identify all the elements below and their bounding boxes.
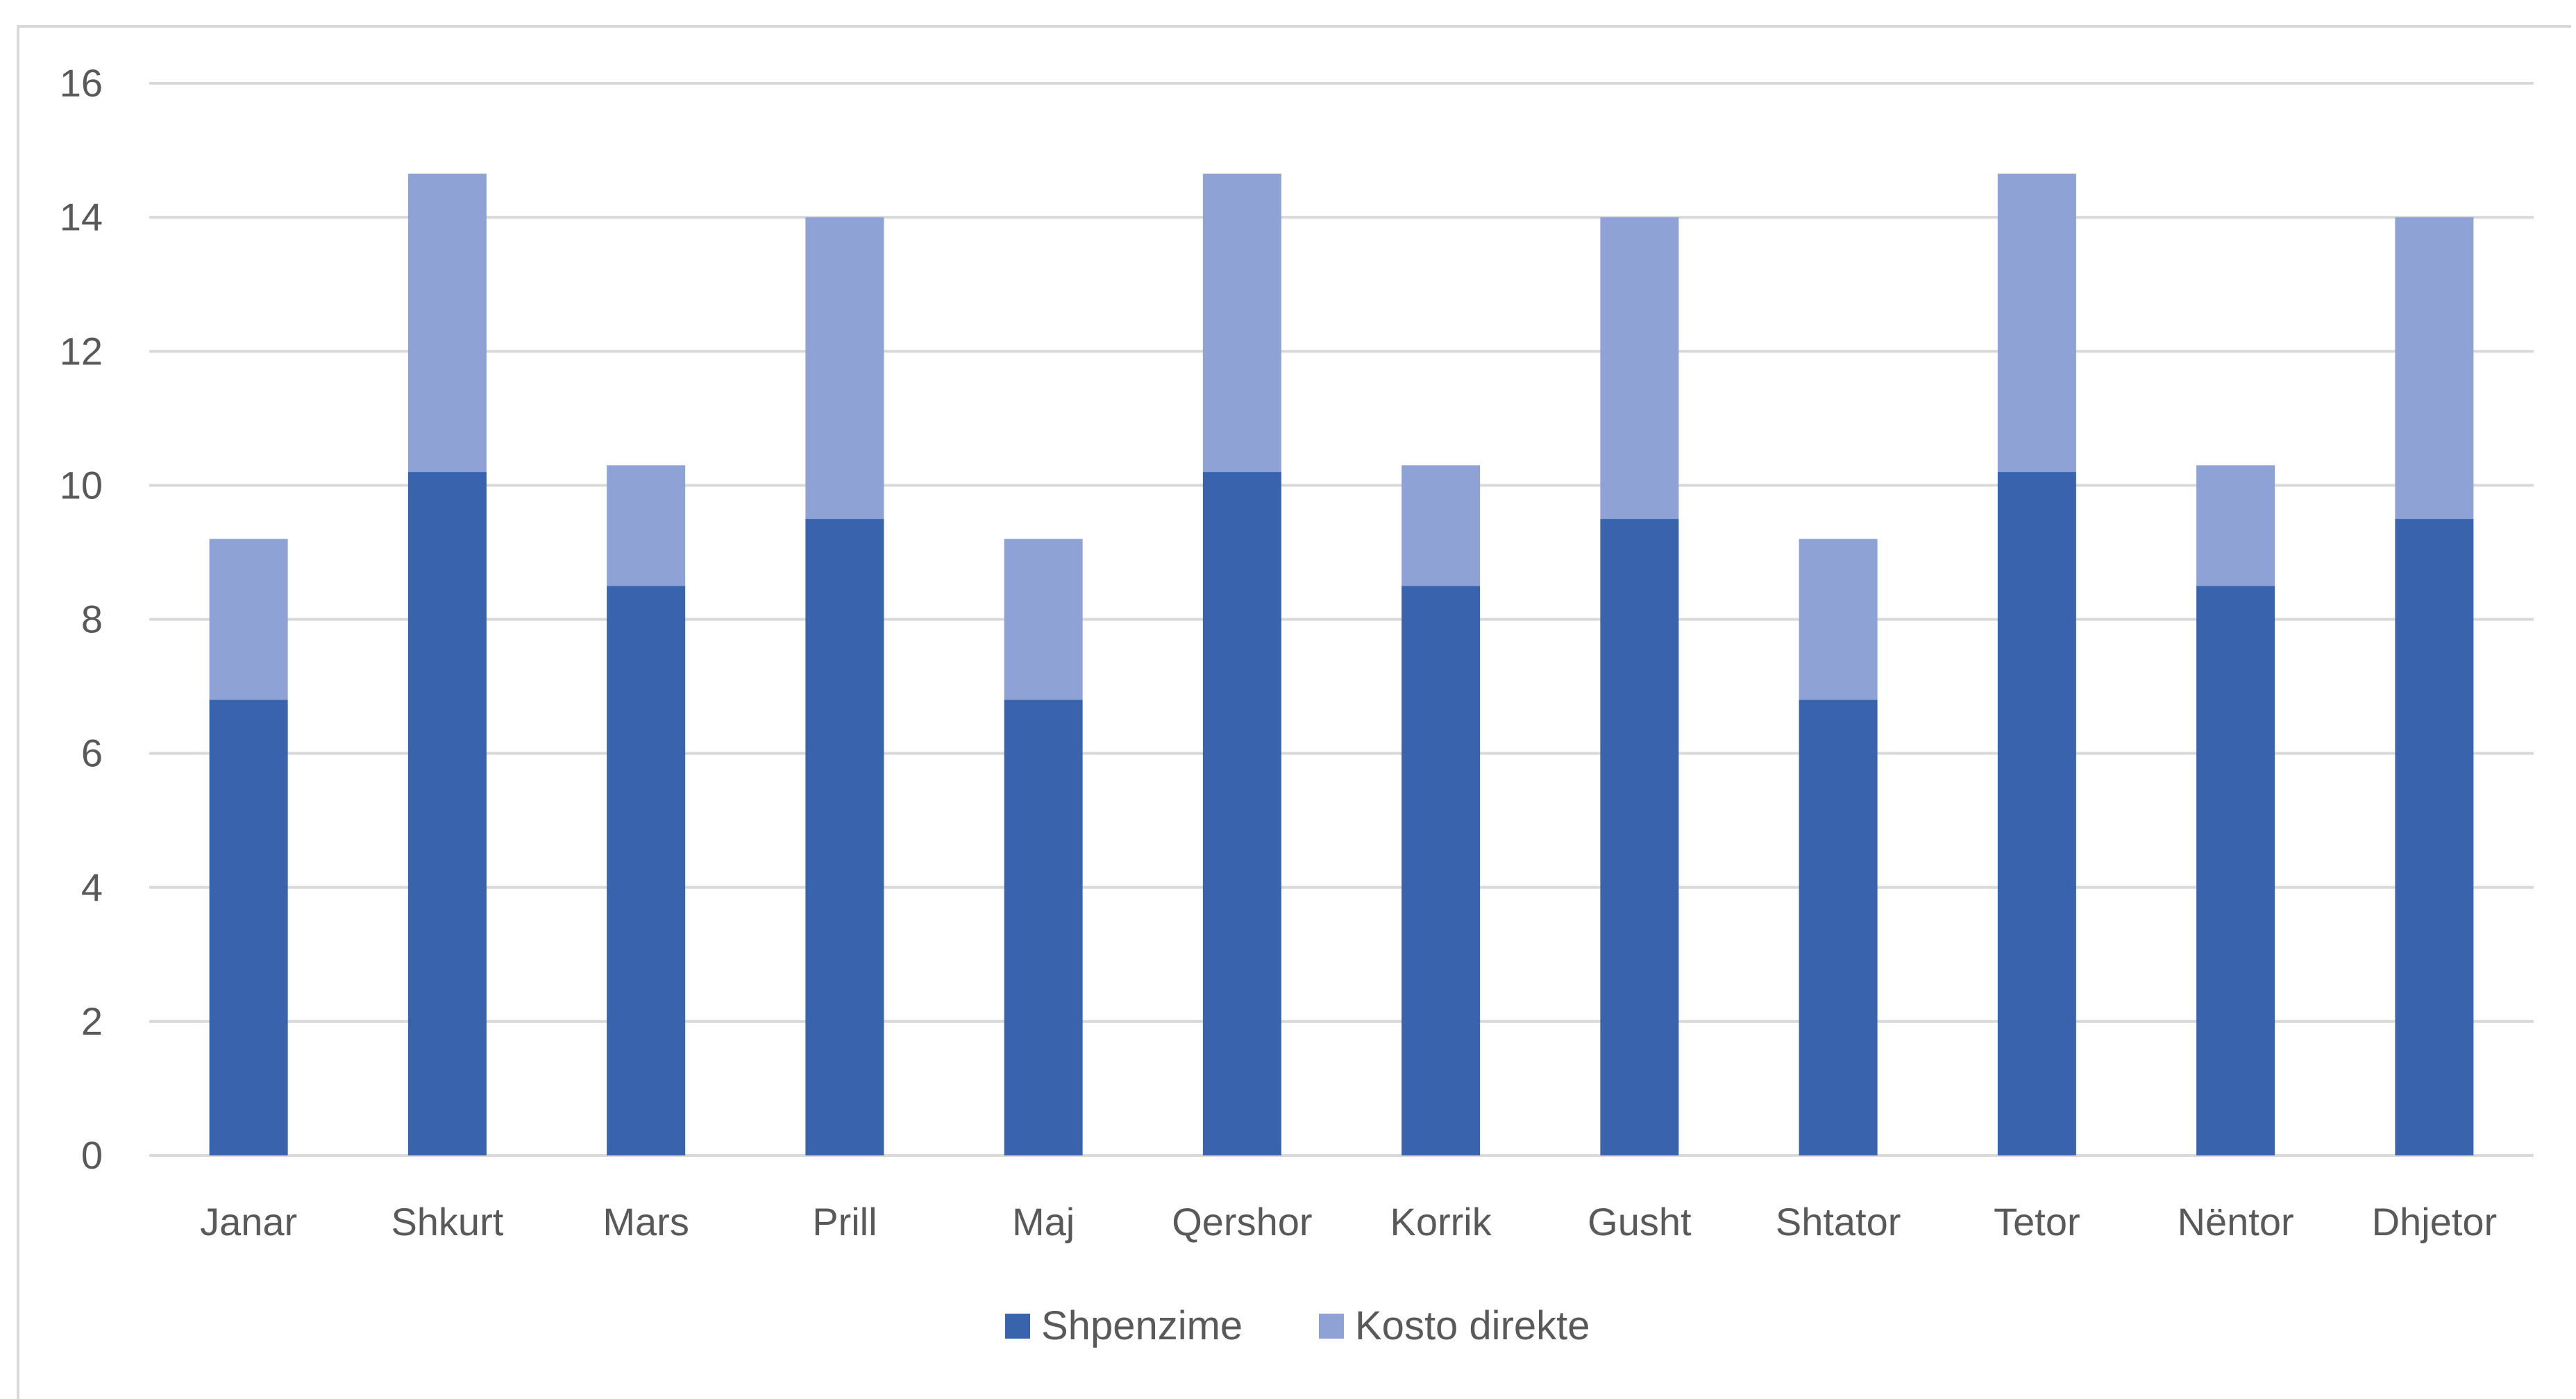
y-tick-label: 0 [81, 1133, 103, 1177]
bar-shpenzime-6 [1401, 586, 1481, 1155]
bar-kosto-direkte-1 [407, 173, 487, 473]
x-category-label: Qershor [1172, 1200, 1312, 1244]
y-tick-label: 16 [60, 61, 103, 105]
bar-shpenzime-2 [607, 586, 686, 1155]
bars [209, 173, 2474, 1155]
bar-shpenzime-7 [1600, 518, 1679, 1155]
bar-kosto-direkte-9 [1997, 173, 2076, 473]
x-category-label: Prill [812, 1200, 877, 1244]
y-tick-label: 8 [81, 597, 103, 641]
x-category-label: Maj [1012, 1200, 1075, 1244]
y-tick-label: 2 [81, 999, 103, 1043]
bar-kosto-direkte-7 [1600, 217, 1679, 519]
bar-shpenzime-5 [1202, 472, 1281, 1155]
bar-shpenzime-0 [209, 700, 288, 1155]
y-tick-label: 10 [60, 463, 103, 507]
y-tick-label: 14 [60, 195, 103, 239]
bar-kosto-direkte-11 [2395, 217, 2474, 519]
x-category-label: Janar [200, 1200, 297, 1244]
bar-kosto-direkte-6 [1401, 465, 1481, 586]
legend-label-0: Shpenzime [1041, 1303, 1243, 1348]
y-axis-tick-labels: 0 2 4 6 8 10 12 14 16 [60, 61, 103, 1177]
y-tick-label: 6 [81, 731, 103, 775]
x-category-label: Gusht [1588, 1200, 1692, 1244]
bar-kosto-direkte-2 [607, 465, 686, 586]
bar-kosto-direkte-4 [1004, 539, 1083, 700]
x-category-label: Shkurt [391, 1200, 503, 1244]
gridlines [149, 82, 2534, 1157]
bar-shpenzime-3 [805, 518, 884, 1155]
bar-kosto-direkte-8 [1799, 539, 1878, 700]
x-category-label: Nëntor [2178, 1200, 2294, 1244]
x-axis-category-labels: Janar Shkurt Mars Prill Maj Qershor Korrik Gush… [200, 1200, 2497, 1244]
legend: Shpenzime Kosto direkte [1005, 1303, 1590, 1348]
bar-kosto-direkte-0 [209, 539, 288, 700]
legend-label-1: Kosto direkte [1355, 1303, 1590, 1348]
bar-shpenzime-10 [2196, 586, 2275, 1155]
x-category-label: Tetor [1994, 1200, 2080, 1244]
chart-frame [17, 25, 2571, 1399]
bar-shpenzime-11 [2395, 518, 2474, 1155]
legend-swatch-1 [1319, 1314, 1344, 1339]
bar-shpenzime-9 [1997, 472, 2076, 1155]
x-category-label: Shtator [1776, 1200, 1901, 1244]
y-tick-label: 4 [81, 865, 103, 909]
y-tick-label: 12 [60, 329, 103, 373]
bar-kosto-direkte-10 [2196, 465, 2275, 586]
x-category-label: Dhjetor [2372, 1200, 2498, 1244]
x-category-label: Mars [603, 1200, 689, 1244]
x-category-label: Korrik [1390, 1200, 1492, 1244]
bar-shpenzime-8 [1799, 700, 1878, 1155]
bar-shpenzime-1 [407, 472, 487, 1155]
bar-kosto-direkte-3 [805, 217, 884, 519]
legend-swatch-0 [1005, 1314, 1030, 1339]
bar-kosto-direkte-5 [1202, 173, 1281, 473]
bar-shpenzime-4 [1004, 700, 1083, 1155]
